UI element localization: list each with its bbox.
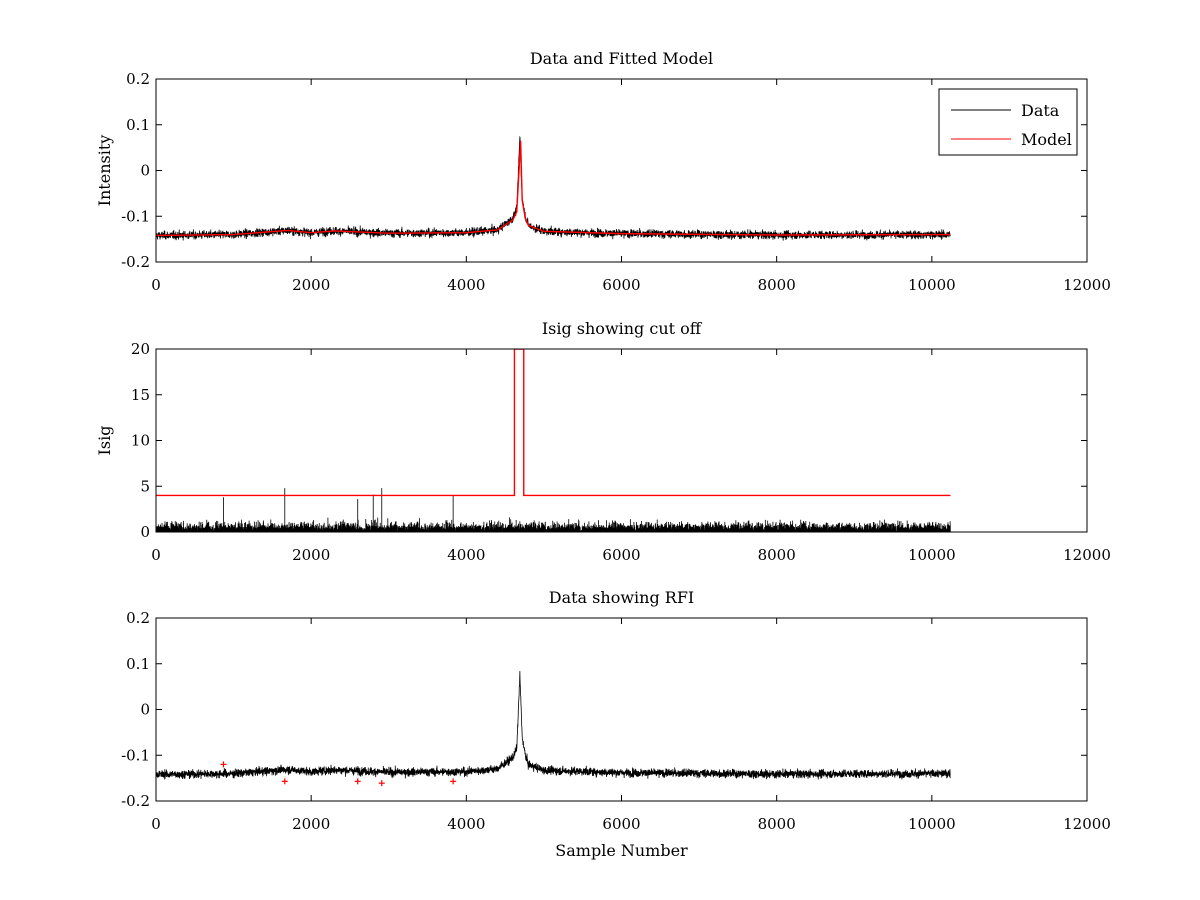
x-axis-label: Sample Number <box>555 841 688 860</box>
y-tick-label: 0 <box>140 523 150 541</box>
rfi-marker <box>281 778 288 785</box>
y-axis-label: Intensity <box>95 135 114 207</box>
rfi-marker <box>354 778 361 785</box>
chart-3: Data showing RFI 0 2000 4000 6000 8000 10000 12… <box>121 588 1111 860</box>
rfi-marker <box>378 780 385 787</box>
rfi-marker <box>220 761 227 768</box>
legend: Data Model <box>938 88 1078 156</box>
y-tick-label: 0 <box>140 162 150 180</box>
y-tick-label: -0.1 <box>121 207 150 225</box>
y-tick-label: -0.2 <box>121 792 150 810</box>
series-2-line <box>156 349 951 497</box>
chart-title: Data and Fitted Model <box>530 49 713 68</box>
y-tick-label: -0.2 <box>121 253 150 271</box>
y-tick-label: 0 <box>140 701 150 719</box>
y-tick-label: 10 <box>131 432 150 450</box>
x-tick-label: 0 <box>151 546 161 564</box>
x-tick-label: 4000 <box>447 815 485 833</box>
series-1-line <box>156 671 951 780</box>
x-tick-label: 6000 <box>602 815 640 833</box>
legend-label-data: Data <box>1021 101 1060 120</box>
x-tick-label: 12000 <box>1063 546 1111 564</box>
y-tick-label: -0.1 <box>121 746 150 764</box>
rfi-marker <box>450 778 457 785</box>
y-tick-label: 0.2 <box>126 609 150 627</box>
y-tick-label: 5 <box>140 477 150 495</box>
y-tick-label: 0.2 <box>126 70 150 88</box>
y-axis-label: Isig <box>95 426 114 456</box>
axes-frame <box>155 617 1088 802</box>
y-tick-label: 20 <box>131 340 150 358</box>
x-tick-label: 2000 <box>292 546 330 564</box>
chart-1: Data and Fitted Model 0 2000 4000 6000 8000 10… <box>95 49 1111 294</box>
x-tick-label: 6000 <box>602 546 640 564</box>
y-tick-label: 0.1 <box>126 116 150 134</box>
axes-frame <box>155 348 1088 533</box>
series-model-line <box>156 140 951 237</box>
chart-title: Isig showing cut off <box>542 319 703 338</box>
x-tick-label: 0 <box>151 276 161 294</box>
y-tick-label: 0.1 <box>126 655 150 673</box>
x-tick-label: 4000 <box>447 276 485 294</box>
x-tick-label: 10000 <box>908 815 956 833</box>
x-tick-label: 2000 <box>292 276 330 294</box>
x-tick-label: 12000 <box>1063 276 1111 294</box>
legend-label-model: Model <box>1021 130 1072 149</box>
x-tick-label: 0 <box>151 815 161 833</box>
x-tick-label: 8000 <box>758 815 796 833</box>
axes-frame <box>155 78 1088 263</box>
chart-title: Data showing RFI <box>549 588 694 607</box>
x-tick-label: 10000 <box>908 276 956 294</box>
x-tick-label: 10000 <box>908 546 956 564</box>
x-tick-label: 12000 <box>1063 815 1111 833</box>
x-tick-label: 6000 <box>602 276 640 294</box>
x-tick-label: 8000 <box>758 276 796 294</box>
legend-box <box>938 88 1078 156</box>
x-tick-label: 8000 <box>758 546 796 564</box>
x-tick-label: 4000 <box>447 546 485 564</box>
y-tick-label: 15 <box>131 386 150 404</box>
x-tick-label: 2000 <box>292 815 330 833</box>
